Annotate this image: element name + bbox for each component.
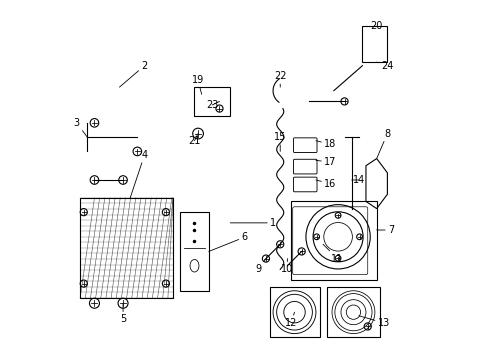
Bar — [326, 287, 380, 337]
Text: 20: 20 — [370, 21, 382, 31]
Bar — [290, 202, 376, 280]
Text: 17: 17 — [315, 157, 336, 167]
Text: 15: 15 — [273, 132, 286, 152]
Bar — [269, 287, 319, 337]
Text: 22: 22 — [273, 71, 286, 87]
Text: 3: 3 — [73, 118, 87, 137]
Text: 21: 21 — [188, 134, 200, 146]
Text: 23: 23 — [206, 100, 219, 110]
Text: 16: 16 — [315, 179, 336, 189]
Bar — [180, 212, 208, 291]
Text: 24: 24 — [376, 61, 393, 71]
Bar — [194, 87, 230, 116]
Text: 5: 5 — [120, 303, 126, 324]
Text: 2: 2 — [119, 61, 147, 87]
Text: 7: 7 — [376, 225, 393, 235]
Text: 6: 6 — [208, 232, 247, 251]
Text: 8: 8 — [376, 129, 389, 158]
Text: 14: 14 — [351, 175, 364, 185]
Bar — [362, 26, 386, 62]
Bar — [80, 198, 173, 298]
Text: 9: 9 — [255, 258, 265, 274]
Text: 11: 11 — [323, 244, 343, 264]
Text: 1: 1 — [230, 218, 276, 228]
Text: 12: 12 — [284, 312, 297, 328]
Text: 19: 19 — [192, 75, 204, 94]
Text: 13: 13 — [358, 316, 389, 328]
Text: 18: 18 — [315, 139, 336, 149]
Text: 4: 4 — [130, 150, 147, 198]
Text: 10: 10 — [281, 258, 293, 274]
